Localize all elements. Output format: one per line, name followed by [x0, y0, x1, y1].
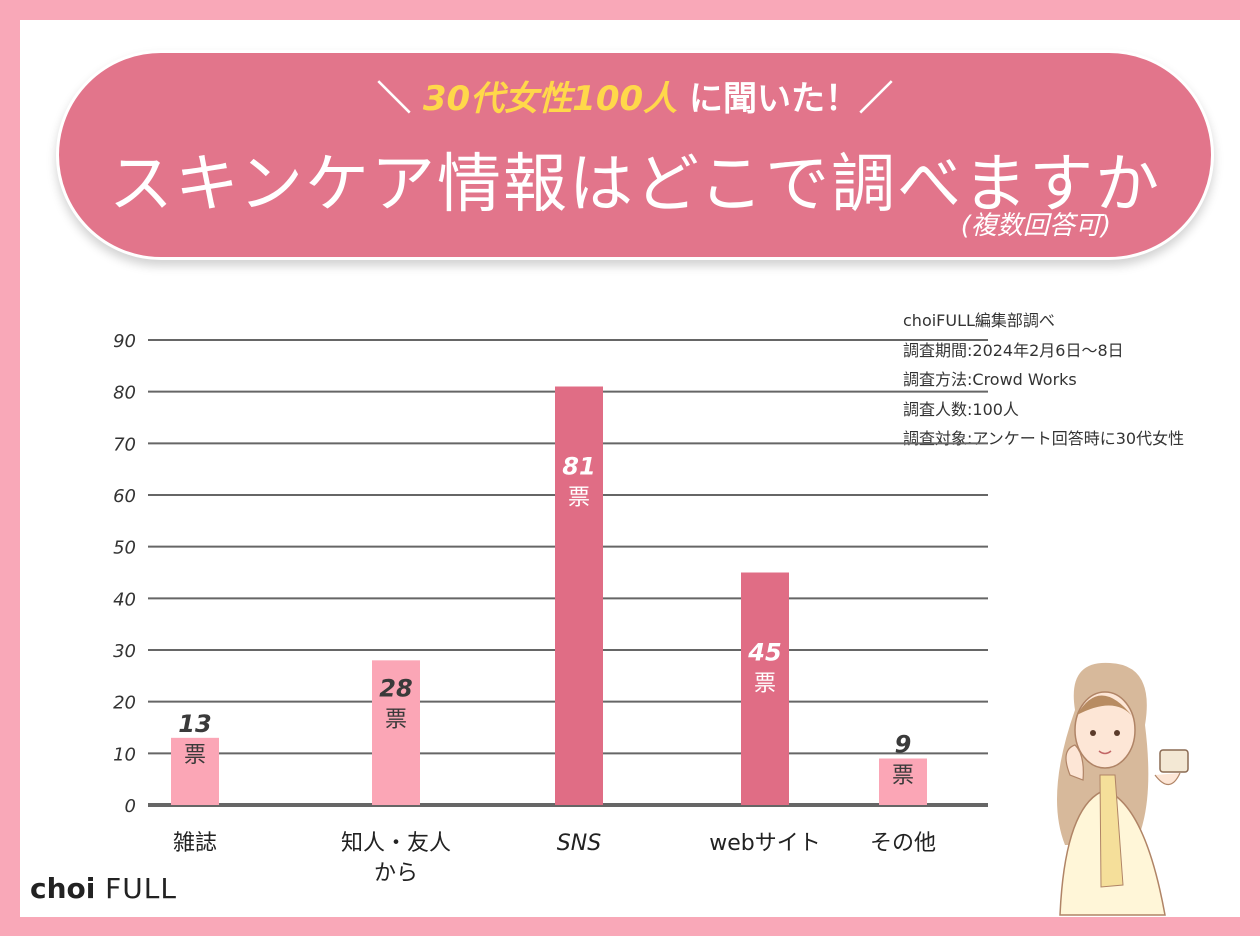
category-label-line2: から — [374, 861, 418, 886]
page-title: スキンケア情報はどこで調べますか — [108, 148, 1162, 222]
category-label: 雑誌 — [173, 831, 217, 856]
y-tick-label: 40 — [113, 589, 136, 610]
note-source: choiFULL編集部調べ — [903, 311, 1055, 330]
woman-illustration — [1057, 662, 1189, 916]
note-count: 調査人数:100人 — [903, 399, 1019, 419]
data-label-unit: 票 — [754, 672, 776, 697]
logo-full: FULL — [105, 872, 177, 905]
logo-choi: choi — [30, 872, 96, 905]
data-label-unit: 票 — [184, 743, 206, 768]
category-label: SNS — [557, 831, 601, 856]
y-tick-label: 0 — [125, 796, 136, 817]
title-banner: ＼ 30代女性100人 に聞いた！／ スキンケア情報はどこで調べますか (複数回… — [56, 50, 1214, 260]
data-label: 9 — [895, 731, 912, 759]
category-label: その他 — [870, 831, 936, 856]
page-subtitle: (複数回答可) — [960, 211, 1111, 241]
tagline-prefix: ＼ — [377, 79, 411, 119]
data-label: 45 — [747, 639, 781, 667]
bar — [555, 386, 603, 805]
category-label: 知人・友人 — [341, 831, 451, 856]
y-tick-label: 20 — [113, 693, 136, 714]
data-label: 13 — [178, 710, 211, 738]
note-method: 調査方法:Crowd Works — [903, 370, 1077, 389]
category-label: webサイト — [709, 831, 821, 856]
bar — [879, 758, 927, 805]
data-label-unit: 票 — [892, 764, 914, 789]
y-tick-label: 60 — [113, 486, 136, 507]
note-period: 調査期間:2024年2月6日〜8日 — [903, 340, 1124, 360]
y-tick-label: 30 — [113, 641, 136, 662]
tagline-suffix: に聞いた！／ — [688, 79, 893, 119]
y-tick-label: 90 — [113, 331, 136, 352]
data-label: 81 — [562, 453, 595, 481]
bar — [741, 572, 789, 805]
y-tick-label: 70 — [113, 434, 136, 455]
y-tick-label: 10 — [113, 744, 136, 765]
banner-tagline: ＼ 30代女性100人 に聞いた！／ — [59, 71, 1211, 120]
brand-logo: choi FULL — [30, 872, 177, 905]
y-tick-label: 50 — [113, 538, 136, 559]
y-tick-label: 80 — [113, 383, 136, 404]
data-label-unit: 票 — [385, 707, 407, 732]
data-label: 28 — [379, 674, 412, 702]
data-label-unit: 票 — [568, 486, 590, 511]
tagline-highlight: 30代女性100人 — [422, 79, 678, 119]
bar — [372, 660, 420, 805]
bar — [171, 737, 219, 805]
